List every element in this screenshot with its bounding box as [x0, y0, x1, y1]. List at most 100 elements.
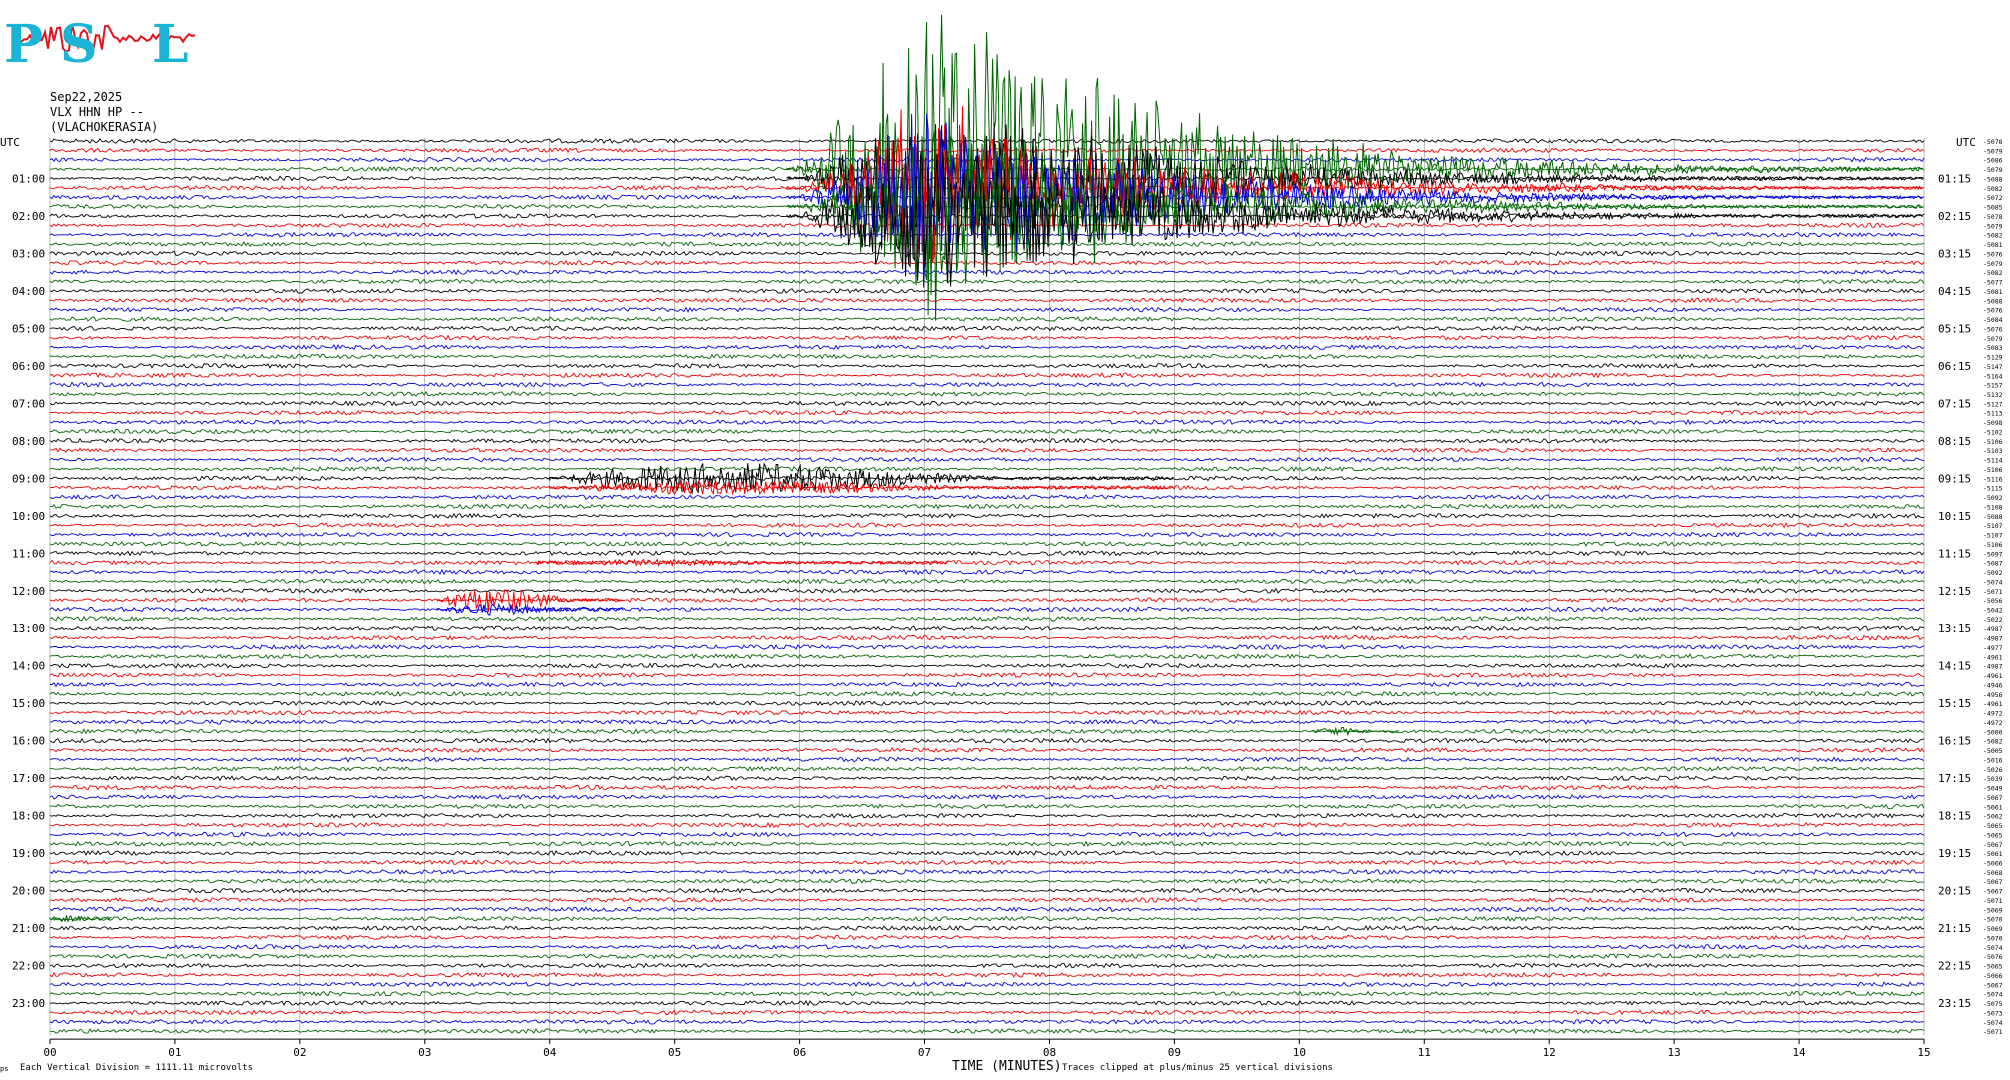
trace-39	[49, 503, 1925, 510]
trace-72	[49, 812, 1925, 819]
trace-offset-label: -5088	[1983, 513, 2003, 521]
right-hour-label: 04:15	[1938, 285, 1971, 298]
x-tick-label: 02	[293, 1046, 306, 1059]
x-axis-title: TIME (MINUTES)	[952, 1059, 1062, 1074]
trace-offset-label: -5087	[1983, 560, 2003, 568]
trace-offset-label: -4987	[1983, 663, 2003, 671]
trace-34	[49, 456, 1925, 463]
trace-offset-label: -5115	[1983, 485, 2003, 493]
x-tick-label: 07	[918, 1046, 931, 1059]
trace-offset-label: -5066	[1983, 859, 2003, 867]
trace-offset-label: -5127	[1983, 400, 2003, 408]
right-hour-label: 15:15	[1938, 697, 1971, 710]
trace-44	[49, 550, 1925, 557]
trace-offset-label: -5157	[1983, 382, 2003, 390]
left-hour-label: 10:00	[12, 510, 45, 523]
left-hour-label: 22:00	[12, 960, 45, 973]
trace-86	[49, 943, 1925, 950]
trace-offset-label: -5067	[1983, 888, 2003, 896]
right-hour-label: 14:15	[1938, 660, 1971, 673]
right-hour-label: 20:15	[1938, 885, 1971, 898]
left-hour-label: 07:00	[12, 397, 45, 410]
x-tick-label: 12	[1543, 1046, 1556, 1059]
right-hour-label: 02:15	[1938, 210, 1971, 223]
trace-offset-label: -5026	[1983, 766, 2003, 774]
right-hour-label: 17:15	[1938, 772, 1971, 785]
event-0-trace-3	[786, 14, 1923, 321]
right-hour-label: 19:15	[1938, 847, 1971, 860]
trace-41	[49, 522, 1925, 529]
trace-offset-label: -5088	[1983, 297, 2003, 305]
trace-offset-label: -5076	[1983, 953, 2003, 961]
trace-77	[49, 859, 1925, 866]
trace-lines	[49, 137, 1925, 1035]
left-hour-label: 06:00	[12, 360, 45, 373]
trace-offset-label: -5103	[1983, 447, 2003, 455]
trace-offset-label: -5106	[1983, 466, 2003, 474]
trace-offset-label: -5076	[1983, 307, 2003, 315]
trace-89	[49, 971, 1925, 978]
trace-offset-label: -5092	[1983, 569, 2003, 577]
trace-offset-label: -5022	[1983, 616, 2003, 624]
trace-17	[49, 297, 1924, 304]
trace-offset-label: -5074	[1983, 944, 2003, 952]
trace-offset-label: -5097	[1983, 550, 2003, 558]
trace-59	[49, 690, 1925, 697]
date-label: Sep22,2025	[50, 90, 123, 104]
event-3-trace-45	[536, 558, 949, 568]
trace-32	[49, 437, 1925, 444]
trace-68	[49, 775, 1925, 782]
right-hour-label: 10:15	[1938, 510, 1971, 523]
left-hour-label: 03:00	[12, 247, 45, 260]
event-0-trace-7	[786, 129, 1923, 295]
x-tick-label: 06	[793, 1046, 806, 1059]
right-hour-label: 07:15	[1938, 397, 1971, 410]
trace-28	[49, 400, 1925, 407]
trace-offset-label: -5071	[1983, 897, 2003, 905]
trace-offset-label: -5107	[1983, 532, 2003, 540]
trace-offset-label: -4956	[1983, 691, 2003, 699]
trace-66	[49, 756, 1925, 763]
trace-offset-label: -4946	[1983, 681, 2003, 689]
trace-offset-label: -5049	[1983, 785, 2003, 793]
trace-offset-label: -5079	[1983, 222, 2003, 230]
trace-offset-label: -5082	[1983, 232, 2003, 240]
trace-23	[49, 353, 1925, 360]
right-hour-label: 06:15	[1938, 360, 1971, 373]
trace-15	[49, 278, 1925, 285]
trace-offset-label: -5067	[1983, 841, 2003, 849]
event-waveforms	[49, 14, 1923, 923]
trace-55	[49, 653, 1925, 660]
trace-offset-label: -5164	[1983, 372, 2003, 380]
trace-19	[49, 316, 1925, 322]
trace-offset-label: -5079	[1983, 166, 2003, 174]
trace-75	[49, 840, 1925, 847]
trace-offset-label: -5066	[1983, 972, 2003, 980]
trace-offset-label: -5107	[1983, 522, 2003, 530]
x-tick-label: 09	[1168, 1046, 1181, 1059]
trace-offset-label: -5079	[1983, 335, 2003, 343]
trace-20	[49, 325, 1925, 332]
trace-24	[49, 362, 1924, 369]
trace-offset-label: -5068	[1983, 869, 2003, 877]
x-tick-label: 04	[543, 1046, 557, 1059]
trace-offset-label: -5132	[1983, 391, 2003, 399]
trace-35	[49, 465, 1925, 472]
trace-offset-label: -4972	[1983, 719, 2003, 727]
trace-offset-label: -5065	[1983, 831, 2003, 839]
logo-letter-p: P	[4, 14, 43, 72]
trace-53	[49, 634, 1925, 641]
trace-offset-label: -5092	[1983, 494, 2003, 502]
trace-37	[49, 484, 1925, 491]
trace-offset-label: -5071	[1983, 588, 2003, 596]
left-hour-label: 15:00	[12, 697, 45, 710]
trace-31	[49, 428, 1925, 435]
right-hour-label: 23:15	[1938, 997, 1971, 1010]
trace-56	[49, 662, 1925, 669]
trace-offset-label: -5078	[1983, 138, 2003, 146]
trace-58	[50, 681, 1925, 688]
trace-90	[49, 981, 1925, 988]
trace-offset-label: -5084	[1983, 316, 2003, 324]
event-1-trace-36	[549, 462, 1174, 495]
trace-offset-label: -5061	[1983, 803, 2003, 811]
